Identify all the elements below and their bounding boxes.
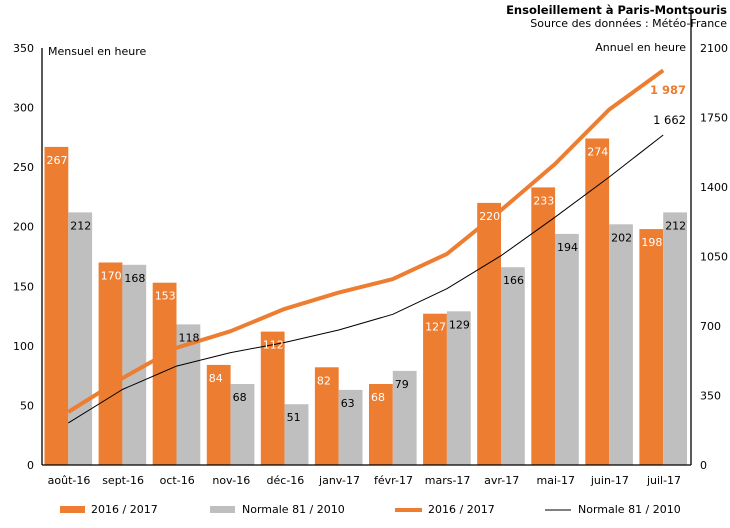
bar-normale-7 (446, 311, 471, 465)
bar-normale-11 (663, 212, 687, 465)
right-ticks: 0 350 700 1050 1400 1750 2100 (700, 42, 728, 472)
bar-label-2016-2017-3: 84 (209, 372, 223, 385)
x-tick-10: juin-17 (590, 474, 629, 487)
line-2016-2017-cumulative (67, 68, 665, 414)
bar-normale-0 (68, 212, 93, 465)
legend-label-line-normale: Normale 81 / 2010 (578, 503, 681, 516)
x-tick-11: juil-17 (646, 474, 681, 487)
bar-2016-2017-3 (206, 364, 231, 465)
bar-2016-2017-8 (477, 202, 501, 465)
bar-label-normale-5: 63 (341, 397, 355, 410)
left-tick-350: 350 (13, 42, 34, 55)
x-tick-5: janv-17 (318, 474, 360, 487)
bar-label-2016-2017-11: 198 (641, 236, 662, 249)
bar-label-normale-11: 212 (665, 219, 686, 232)
legend: 2016 / 2017 Normale 81 / 2010 2016 / 201… (60, 503, 681, 516)
bar-2016-2017-6 (369, 384, 393, 465)
x-tick-9: mai-17 (537, 474, 575, 487)
bar-label-2016-2017-0: 267 (47, 154, 68, 167)
bar-normale-3 (230, 384, 255, 465)
bar-normale-4 (284, 404, 309, 465)
annual-2016-2017-end-label: 1 987 (650, 83, 686, 97)
bar-label-normale-8: 166 (503, 274, 524, 287)
annual-normale-end-label: 1 662 (653, 113, 686, 127)
bar-labels-layer: 267 212 170 168 153 118 84 68 112 51 82 63 68 79 127 12… (47, 146, 687, 425)
left-tick-300: 300 (13, 102, 34, 115)
bar-normale-10 (609, 224, 633, 465)
left-tick-50: 50 (20, 399, 34, 412)
bar-label-2016-2017-10: 274 (587, 146, 608, 159)
right-tick-1050: 1050 (700, 251, 728, 264)
legend-label-bar-normale: Normale 81 / 2010 (242, 503, 345, 516)
x-tick-8: avr-17 (484, 474, 519, 487)
x-tick-2: oct-16 (160, 474, 195, 487)
x-tick-3: nov-16 (212, 474, 250, 487)
x-tick-6: févr-17 (374, 474, 413, 487)
bar-label-normale-3: 68 (233, 391, 247, 404)
left-tick-0: 0 (27, 459, 34, 472)
bar-label-2016-2017-4: 112 (263, 339, 284, 352)
bar-2016-2017-10 (585, 138, 610, 465)
right-tick-1750: 1750 (700, 112, 728, 125)
line-normale-cumulative (68, 134, 664, 424)
x-tick-0: août-16 (48, 474, 91, 487)
right-axis-label: Annuel en heure (595, 41, 686, 54)
bar-2016-2017-11 (639, 229, 664, 465)
bar-label-2016-2017-9: 233 (533, 194, 554, 207)
right-tick-2100: 2100 (700, 42, 728, 55)
x-tick-4: déc-16 (267, 474, 305, 487)
left-tick-250: 250 (13, 161, 34, 174)
right-tick-0: 0 (700, 459, 707, 472)
bar-2016-2017-5 (314, 367, 339, 465)
bar-label-2016-2017-2: 153 (155, 290, 176, 303)
chart-subtitle: Source des données : Météo-France (530, 17, 727, 30)
bar-label-2016-2017-7: 127 (425, 321, 446, 334)
right-tick-700: 700 (700, 320, 721, 333)
legend-swatch-bar-2016-2017 (60, 506, 85, 513)
x-tick-7: mars-17 (425, 474, 471, 487)
bar-label-2016-2017-6: 68 (371, 391, 385, 404)
bar-2016-2017-9 (531, 187, 556, 465)
legend-label-bar-2016-2017: 2016 / 2017 (91, 503, 158, 516)
bar-2016-2017-2 (152, 282, 177, 465)
right-tick-350: 350 (700, 390, 721, 403)
legend-label-line-2016-2017: 2016 / 2017 (428, 503, 495, 516)
bar-label-2016-2017-8: 220 (479, 210, 500, 223)
bar-2016-2017-1 (98, 262, 123, 465)
bar-normale-5 (338, 389, 363, 465)
left-ticks: 0 50 100 150 200 250 300 350 (13, 42, 34, 472)
bar-normale-1 (122, 264, 147, 465)
left-axis-label: Mensuel en heure (48, 45, 146, 58)
lines-layer (67, 68, 665, 424)
bar-2016-2017-7 (423, 313, 447, 465)
left-tick-100: 100 (13, 340, 34, 353)
bar-normale-9 (555, 233, 579, 465)
bar-normale-8 (501, 267, 525, 465)
bar-label-normale-1: 168 (124, 272, 145, 285)
x-tick-1: sept-16 (102, 474, 144, 487)
bars-layer (44, 138, 687, 465)
bar-label-2016-2017-1: 170 (101, 270, 122, 283)
bar-label-normale-7: 129 (449, 318, 470, 331)
left-tick-200: 200 (13, 221, 34, 234)
right-tick-1400: 1400 (700, 181, 728, 194)
bar-label-normale-2: 118 (179, 331, 200, 344)
bar-2016-2017-4 (260, 331, 285, 465)
bar-label-2016-2017-5: 82 (317, 374, 331, 387)
bar-label-normale-4: 51 (287, 411, 301, 424)
left-tick-150: 150 (13, 280, 34, 293)
bar-label-normale-10: 202 (611, 231, 632, 244)
bar-label-normale-0: 212 (70, 219, 91, 232)
bar-label-normale-9: 194 (557, 241, 578, 254)
legend-swatch-bar-normale (210, 506, 235, 513)
chart-title: Ensoleillement à Paris-Montsouris (506, 3, 727, 17)
bar-normale-6 (392, 370, 417, 465)
x-ticks: août-16 sept-16 oct-16 nov-16 déc-16 janv-17 f… (48, 474, 681, 487)
bar-label-normale-6: 79 (395, 378, 409, 391)
bar-2016-2017-0 (44, 146, 69, 465)
bar-normale-2 (176, 324, 201, 465)
